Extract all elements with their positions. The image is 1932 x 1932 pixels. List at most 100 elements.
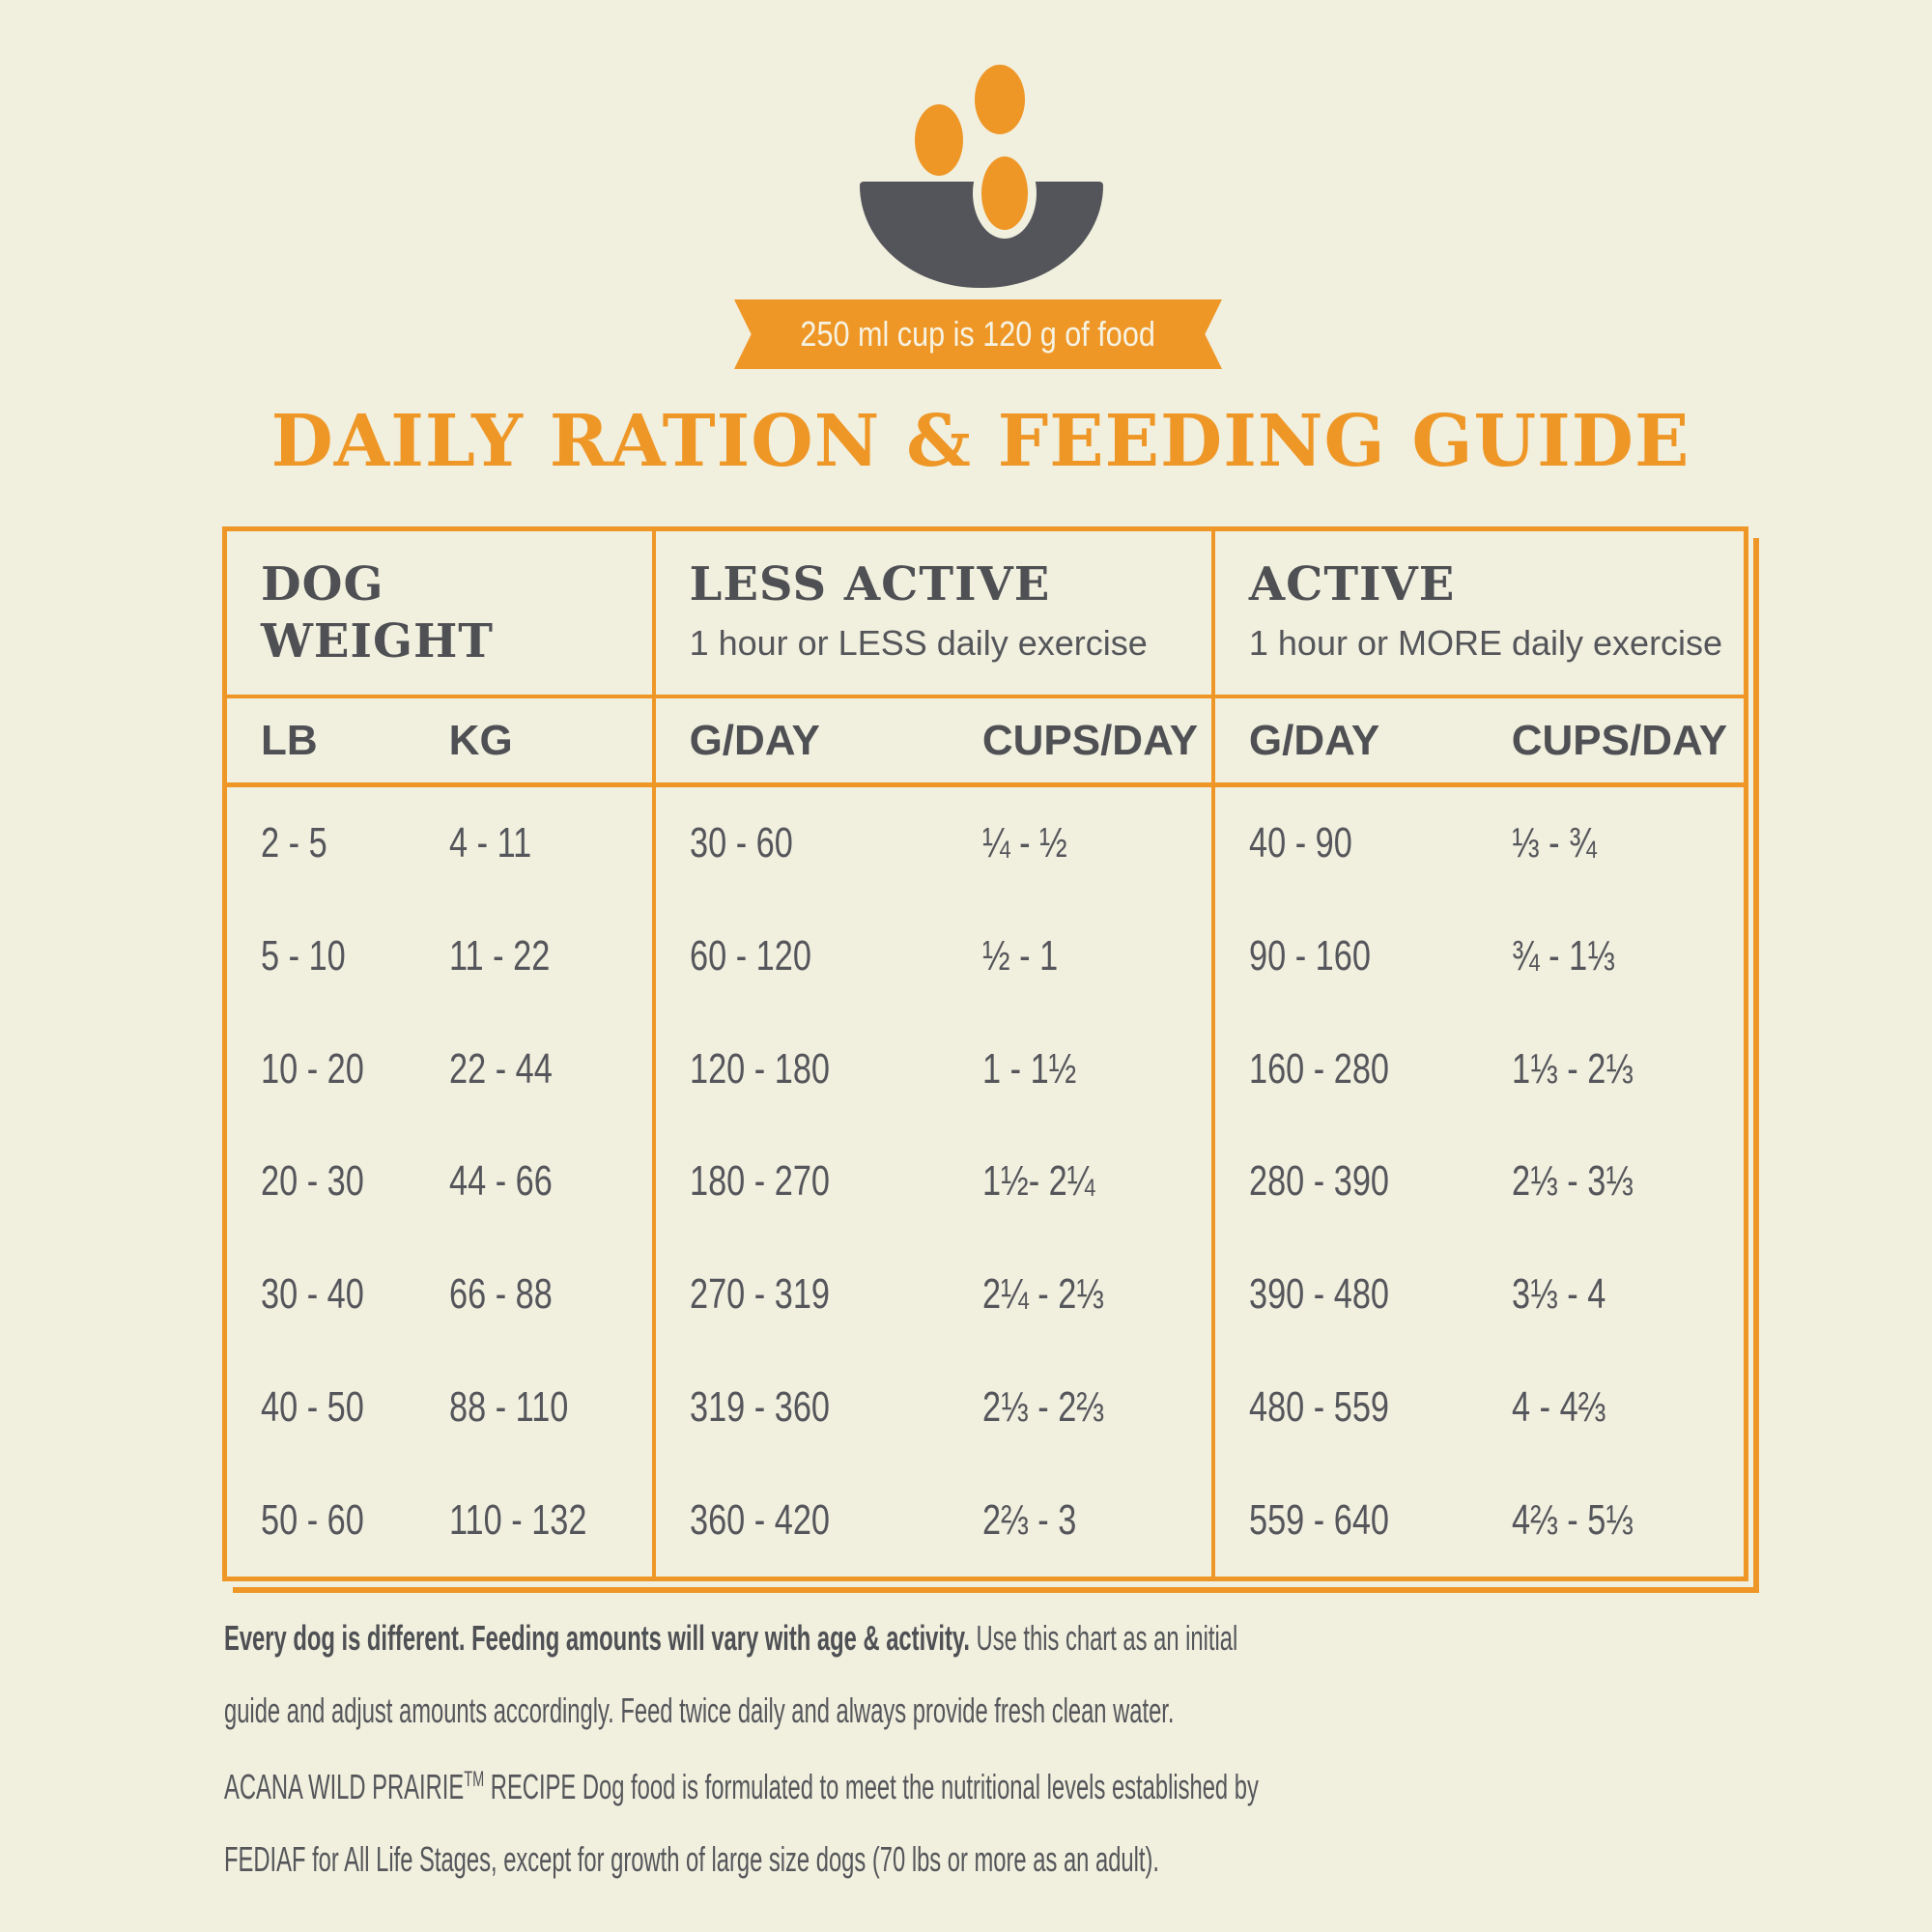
column-header-gday: G/DAY [651, 698, 982, 787]
cell-value: 40 - 50 [261, 1382, 364, 1431]
nutrition-statement-line: FEDIAF for All Life Stages, except for g… [224, 1839, 1160, 1879]
table-cell: ⅓ - ¾ [1512, 787, 1744, 900]
cell-value: 40 - 90 [1248, 819, 1352, 867]
cell-value: 270 - 319 [689, 1270, 830, 1319]
cell-value: ½ - 1 [981, 932, 1059, 980]
cell-value: 90 - 160 [1248, 932, 1371, 980]
cell-value: 88 - 110 [448, 1382, 569, 1431]
kibble-piece-icon [981, 156, 1028, 230]
cell-value: 319 - 360 [689, 1382, 830, 1431]
kibble-piece-icon [975, 65, 1025, 134]
table-cell: 60 - 120 [651, 899, 982, 1013]
cell-value: 180 - 270 [689, 1157, 830, 1206]
cell-value: 2⅓ - 2⅔ [981, 1382, 1104, 1431]
brand-text: ACANA WILD PRAIRIE [224, 1767, 465, 1806]
kibble-piece-icon [915, 104, 963, 176]
cell-value: 160 - 280 [1248, 1044, 1389, 1093]
nutrition-statement: ACANA WILD PRAIRIETM RECIPE Dog food is … [224, 1764, 1792, 1883]
table-cell: 4⅔ - 5⅓ [1512, 1463, 1744, 1577]
cell-value: 30 - 40 [261, 1270, 364, 1319]
column-group-subtitle: 1 hour or LESS daily exercise [689, 622, 1148, 663]
feeding-note-bold: Every dog is different. Feeding amounts … [224, 1618, 970, 1658]
table-cell: 90 - 160 [1210, 899, 1512, 1013]
table-cell: 50 - 60 [227, 1463, 415, 1577]
cell-value: 120 - 180 [689, 1044, 830, 1093]
column-group-title: DOG WEIGHT [261, 557, 495, 668]
table-cell: 2¼ - 2⅓ [982, 1238, 1211, 1351]
table-cell: 2⅓ - 3⅓ [1512, 1125, 1744, 1238]
table-cell: 1½- 2¼ [982, 1125, 1211, 1238]
table-cell: 3⅓ - 4 [1512, 1238, 1744, 1351]
table-cell: 5 - 10 [227, 900, 415, 1013]
table-cell: 4 - 11 [415, 787, 652, 900]
table-cell: 1 - 1½ [982, 1012, 1211, 1125]
table-cell: 270 - 319 [651, 1237, 982, 1351]
cell-value: 360 - 420 [689, 1495, 830, 1544]
cell-value: 4 - 4⅔ [1511, 1382, 1606, 1431]
table-cell: 319 - 360 [651, 1350, 982, 1464]
column-header-kg: KG [414, 698, 652, 787]
nutrition-statement-line: ACANA WILD PRAIRIETM RECIPE Dog food is … [224, 1764, 1259, 1810]
table-cell: 10 - 20 [227, 1012, 415, 1125]
table-cell: 88 - 110 [415, 1351, 652, 1464]
cell-value: 66 - 88 [448, 1270, 553, 1319]
table-cell: 160 - 280 [1210, 1012, 1512, 1126]
table-cell: ¼ - ½ [982, 787, 1211, 900]
cell-value: 11 - 22 [448, 932, 550, 980]
feeding-guide-table: DOG WEIGHT LESS ACTIVE 1 hour or LESS da… [222, 526, 1748, 1581]
table-cell: 4 - 4⅔ [1512, 1351, 1744, 1464]
cell-value: 22 - 44 [448, 1044, 553, 1093]
cell-value: 5 - 10 [261, 932, 346, 980]
page-title: DAILY RATION & FEEDING GUIDE [270, 400, 1690, 483]
cell-value: 2¼ - 2⅓ [981, 1270, 1104, 1319]
cell-value: 4⅔ - 5⅓ [1511, 1495, 1634, 1544]
table-cell: 22 - 44 [415, 1012, 652, 1125]
nutrition-text: RECIPE Dog food is formulated to meet th… [484, 1767, 1259, 1806]
cell-value: 1⅓ - 2⅓ [1511, 1044, 1634, 1093]
cell-value: ¾ - 1⅓ [1511, 932, 1615, 980]
table-cell: 30 - 40 [227, 1238, 415, 1351]
cell-value: 1 - 1½ [981, 1044, 1077, 1093]
column-header-gday: G/DAY [1210, 698, 1512, 787]
table-cell: 2⅔ - 3 [982, 1463, 1211, 1577]
cup-measure-text: 250 ml cup is 120 g of food [800, 314, 1156, 354]
table-cell: 120 - 180 [651, 1012, 982, 1126]
table-cell: ½ - 1 [982, 900, 1211, 1013]
cell-value: 2⅔ - 3 [981, 1495, 1077, 1544]
cell-value: 3⅓ - 4 [1511, 1270, 1606, 1319]
table-cell: 360 - 420 [651, 1463, 982, 1577]
table-cell: 110 - 132 [415, 1463, 652, 1577]
column-group-title: LESS ACTIVE [689, 557, 1051, 611]
table-cell: 20 - 30 [227, 1125, 415, 1238]
feeding-note-line: Every dog is different. Feeding amounts … [224, 1615, 1237, 1662]
table-cell: ¾ - 1⅓ [1512, 900, 1744, 1013]
cell-value: 390 - 480 [1248, 1270, 1389, 1319]
column-header-cupsday: CUPS/DAY [981, 698, 1211, 787]
table-cell: 40 - 90 [1210, 787, 1512, 900]
column-group-title: ACTIVE [1248, 557, 1456, 611]
table-cell: 11 - 22 [415, 900, 652, 1013]
column-header-lb: LB [227, 698, 415, 787]
cell-value: 10 - 20 [261, 1044, 364, 1093]
table-cell: 180 - 270 [651, 1125, 982, 1238]
cup-measure-ribbon: 250 ml cup is 120 g of food [734, 299, 1222, 369]
cell-value: 1½- 2¼ [981, 1157, 1095, 1206]
cell-value: 50 - 60 [261, 1495, 364, 1544]
cell-value: ¼ - ½ [981, 819, 1067, 867]
table-cell: 390 - 480 [1210, 1237, 1512, 1351]
table-cell: 280 - 390 [1210, 1125, 1512, 1238]
table-cell: 66 - 88 [415, 1238, 652, 1351]
cell-value: 4 - 11 [448, 819, 531, 867]
column-group-subtitle: 1 hour or MORE daily exercise [1248, 622, 1723, 663]
table-cell: 2 - 5 [227, 787, 415, 900]
cell-value: 30 - 60 [689, 819, 793, 867]
cell-value: 20 - 30 [261, 1157, 364, 1206]
table-cell: 2⅓ - 2⅔ [982, 1351, 1211, 1464]
cell-value: 559 - 640 [1248, 1495, 1389, 1544]
feeding-note-rest: Use this chart as an initial [969, 1618, 1238, 1658]
cell-value: 110 - 132 [448, 1495, 587, 1544]
column-group-less-active: LESS ACTIVE 1 hour or LESS daily exercis… [651, 531, 1211, 698]
table-cell: 559 - 640 [1210, 1463, 1512, 1577]
column-group-dog-weight: DOG WEIGHT [227, 531, 652, 698]
cell-value: 280 - 390 [1248, 1157, 1389, 1206]
